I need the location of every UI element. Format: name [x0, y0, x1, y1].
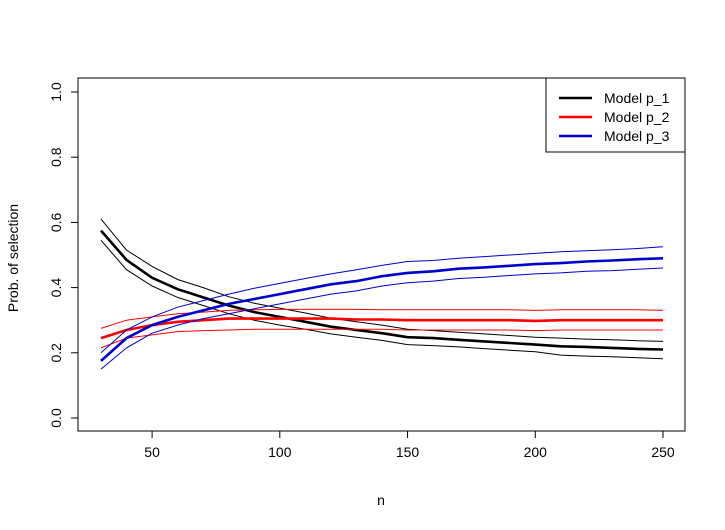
series-1-line [100, 229, 664, 351]
series-layer [100, 218, 664, 370]
legend: Model p_1 Model p_2 Model p_3 [545, 77, 686, 153]
x-tick-label: 150 [396, 444, 420, 460]
x-tick-label: 50 [144, 444, 160, 460]
x-axis: 50 100 150 200 250 [144, 430, 675, 460]
y-axis-label: Prob. of selection [5, 204, 21, 312]
legend-label-2: Model p_2 [604, 109, 670, 125]
y-tick-label: 0.8 [48, 147, 64, 167]
x-tick-label: 250 [651, 444, 675, 460]
series-3-line [100, 257, 664, 362]
x-axis-label: n [377, 492, 385, 508]
y-tick-label: 0.6 [48, 212, 64, 232]
legend-label-3: Model p_3 [604, 128, 670, 144]
legend-label-1: Model p_1 [604, 90, 670, 106]
x-tick-label: 200 [524, 444, 548, 460]
y-tick-label: 1.0 [48, 82, 64, 102]
series-2-line [100, 317, 663, 340]
series-3-lower-band [100, 267, 664, 370]
series-3-upper-band [100, 246, 664, 354]
x-tick-label: 100 [268, 444, 292, 460]
series-1-upper-band [100, 218, 664, 342]
y-tick-label: 0.4 [48, 278, 64, 298]
legend-box [545, 77, 686, 153]
series-1-lower-band [100, 239, 664, 360]
y-axis: 0.0 0.2 0.4 0.6 0.8 1.0 [48, 82, 79, 428]
series-2-lower-band [100, 328, 663, 349]
y-tick-label: 0.0 [48, 408, 64, 428]
y-tick-label: 0.2 [48, 343, 64, 363]
